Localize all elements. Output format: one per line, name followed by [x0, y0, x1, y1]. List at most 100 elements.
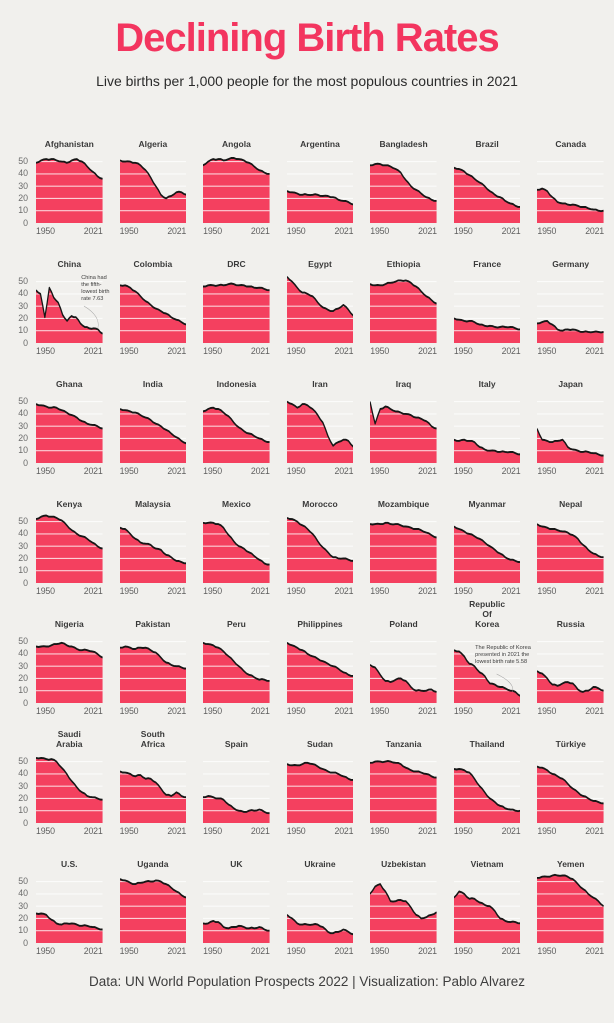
- chart-drc: DRC 1950 2021: [203, 245, 270, 356]
- x-axis-labels: 1950 2021: [36, 586, 103, 596]
- chart-vietnam: Vietnam 1950 2021: [453, 845, 521, 956]
- x-tick-2021: 2021: [83, 226, 103, 236]
- x-tick-1950: 1950: [370, 226, 390, 236]
- y-tick: 0: [23, 697, 28, 708]
- chart-title: Germany: [552, 258, 590, 269]
- area-fill: [119, 409, 187, 463]
- x-axis-labels: 1950 2021: [120, 706, 187, 716]
- x-tick-1950: 1950: [453, 466, 473, 476]
- x-tick-2021: 2021: [334, 586, 354, 596]
- area-fill: [286, 762, 354, 823]
- x-tick-1950: 1950: [286, 226, 306, 236]
- area-chart: [453, 881, 521, 943]
- x-tick-1950: 1950: [286, 706, 306, 716]
- x-tick-2021: 2021: [501, 946, 521, 956]
- x-tick-1950: 1950: [36, 226, 55, 236]
- chart-title: Thailand: [469, 738, 505, 749]
- area-fill: [453, 167, 521, 223]
- y-axis-labels: 50 40 30 20 10 0: [5, 153, 31, 227]
- x-axis-labels: 1950 2021: [203, 466, 270, 476]
- trend-line: [370, 279, 437, 305]
- x-axis-labels: 1950 2021: [370, 706, 437, 716]
- x-axis-labels: 1950 2021: [537, 826, 604, 836]
- y-tick: 20: [18, 192, 28, 203]
- chart-uzbekistan: Uzbekistan 1950 2021: [370, 845, 437, 956]
- trend-line: [370, 883, 437, 920]
- x-tick-2021: 2021: [585, 946, 604, 956]
- y-tick: 10: [18, 685, 28, 696]
- x-tick-2021: 2021: [501, 466, 521, 476]
- x-tick-2021: 2021: [418, 946, 437, 956]
- chart-title: Saudi Arabia: [56, 728, 83, 749]
- y-axis-labels: 50 40 30 20 10 0: [5, 873, 31, 947]
- area-chart: [36, 401, 103, 463]
- chart-yemen: Yemen 1950 2021: [537, 845, 604, 956]
- trend-line: [119, 878, 187, 899]
- area-fill: [203, 522, 270, 583]
- area-chart: [119, 159, 187, 223]
- chart-peru: Peru 1950 2021: [203, 605, 270, 716]
- area-chart: [119, 521, 187, 583]
- trend-line: [537, 319, 604, 334]
- y-axis-labels: 50 40 30 20 10 0: [5, 633, 31, 707]
- y-tick: 40: [18, 168, 28, 179]
- chart-title: Pakistan: [135, 618, 171, 629]
- chart-title: India: [142, 378, 163, 389]
- x-axis-labels: 1950 2021: [537, 706, 604, 716]
- chart-title: Ukraine: [304, 858, 336, 869]
- x-tick-2021: 2021: [167, 946, 187, 956]
- x-tick-2021: 2021: [167, 706, 187, 716]
- trend-line: [537, 670, 604, 693]
- area-chart: [119, 641, 187, 703]
- y-tick: 30: [18, 180, 28, 191]
- chart-title: South Africa: [140, 728, 165, 749]
- y-tick: 30: [18, 300, 28, 311]
- trend-line: [203, 795, 270, 815]
- chart-spain: Spain 1950 2021: [203, 725, 270, 836]
- x-axis-labels: 1950 2021: [537, 346, 604, 356]
- x-tick-1950: 1950: [537, 946, 557, 956]
- x-tick-1950: 1950: [453, 826, 473, 836]
- area-chart: [119, 281, 187, 343]
- area-fill: [286, 914, 354, 943]
- chart-title: Poland: [389, 618, 418, 629]
- x-tick-1950: 1950: [203, 946, 222, 956]
- chart-title: Peru: [226, 618, 246, 629]
- chart-argentina: Argentina 1950 2021: [286, 125, 353, 236]
- y-tick: 50: [18, 396, 28, 407]
- x-tick-1950: 1950: [119, 346, 139, 356]
- y-tick: 50: [18, 276, 28, 287]
- chart-italy: Italy 1950 2021: [453, 365, 521, 476]
- area-chart: [203, 281, 270, 343]
- trend-line: [370, 162, 437, 202]
- chart-poland: Poland 1950 2021: [370, 605, 437, 716]
- trend-line: [453, 890, 521, 925]
- chart-pakistan: Pakistan 1950 2021: [119, 605, 187, 716]
- area-chart: [537, 521, 604, 583]
- x-tick-1950: 1950: [119, 586, 139, 596]
- chart-iran: Iran 1950 2021: [286, 365, 353, 476]
- x-axis-labels: 1950 2021: [370, 586, 437, 596]
- area-fill: [36, 515, 103, 583]
- x-axis-labels: 1950 2021: [370, 466, 437, 476]
- x-axis-labels: 1950 2021: [36, 946, 103, 956]
- x-axis-labels: 1950 2021: [370, 946, 437, 956]
- trend-line: [370, 401, 437, 430]
- x-tick-2021: 2021: [167, 466, 187, 476]
- chart-myanmar: Myanmar 1950 2021: [453, 485, 521, 596]
- trend-line: [36, 514, 103, 550]
- x-tick-2021: 2021: [501, 226, 521, 236]
- area-fill: [370, 884, 437, 943]
- x-tick-2021: 2021: [585, 226, 604, 236]
- chart-title: Afghanistan: [44, 138, 94, 149]
- x-axis-labels: 1950 2021: [537, 946, 604, 956]
- area-chart: [370, 881, 437, 943]
- x-tick-2021: 2021: [250, 706, 270, 716]
- area-chart: [453, 401, 521, 463]
- x-tick-1950: 1950: [203, 826, 222, 836]
- x-tick-1950: 1950: [453, 946, 473, 956]
- chart-u-s: U.S. 50 40 30 20 10 0 1950 2021: [18, 845, 103, 956]
- x-tick-2021: 2021: [167, 346, 187, 356]
- chart-title: Nigeria: [54, 618, 84, 629]
- chart-title: Italy: [478, 378, 496, 389]
